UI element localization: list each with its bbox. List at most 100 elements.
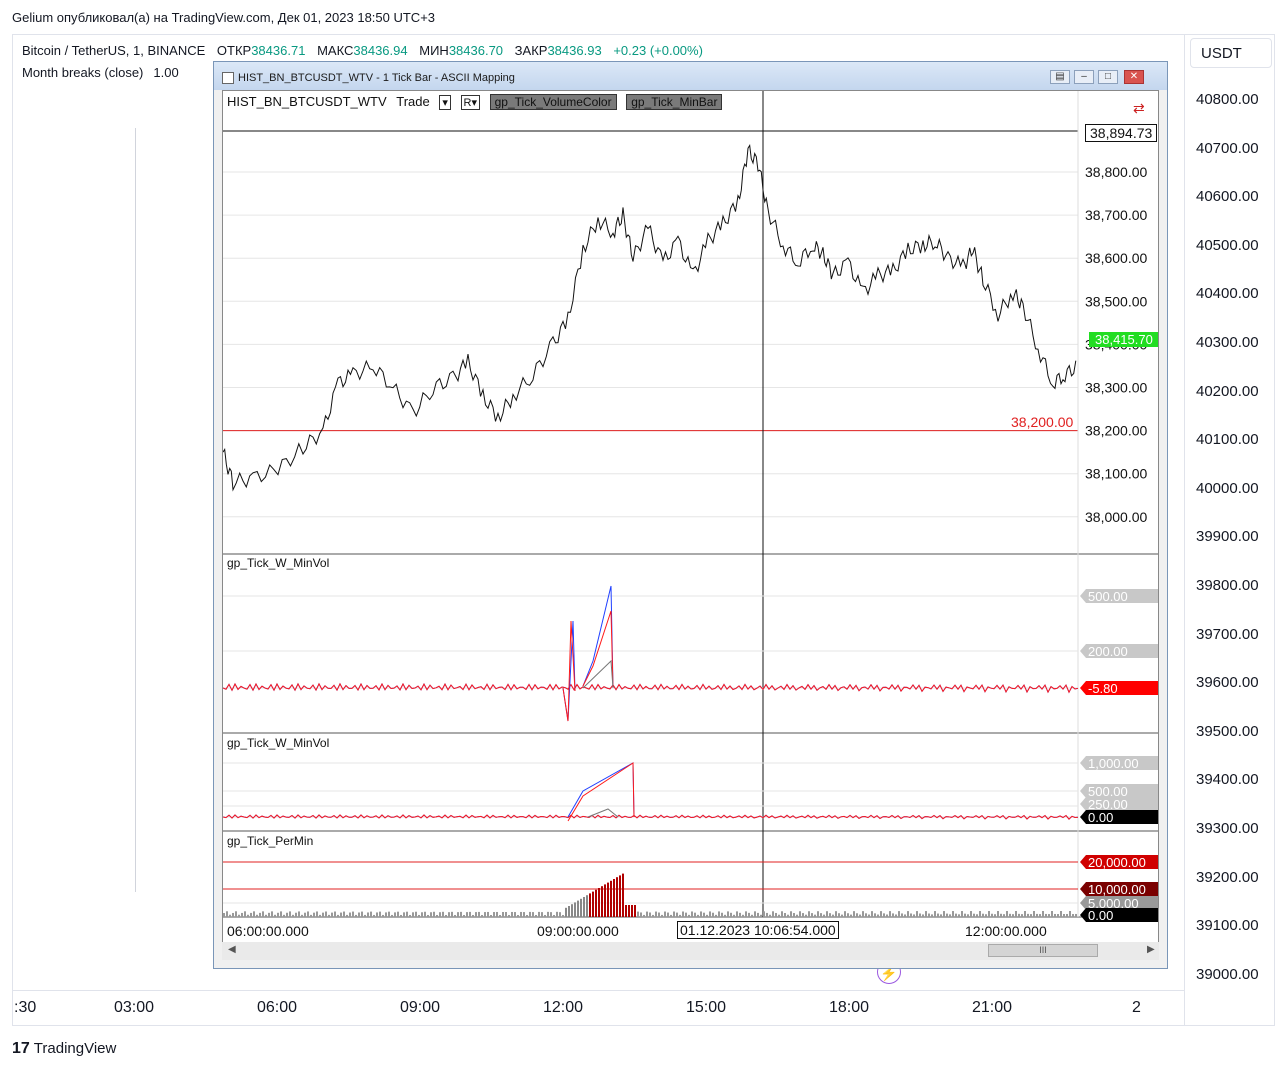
tick-rate-bar bbox=[520, 911, 522, 917]
indicator-legend[interactable]: Month breaks (close) 1.00 bbox=[22, 65, 179, 80]
tick-rate-bar bbox=[589, 893, 591, 917]
tick-rate-bar bbox=[286, 912, 288, 917]
pane3-badge-0-bg bbox=[1080, 908, 1158, 922]
tick-rate-bar bbox=[457, 912, 459, 917]
tick-rate-bar bbox=[934, 911, 936, 917]
tick-rate-bar bbox=[661, 914, 663, 917]
tick-rate-bar bbox=[514, 912, 516, 917]
tick-rate-bar bbox=[352, 911, 354, 917]
scroll-left-icon[interactable]: ◀ bbox=[228, 944, 236, 955]
tick-rate-bar bbox=[787, 914, 789, 917]
tick-rate-bar bbox=[1072, 914, 1074, 917]
time-axis-tick: 2 bbox=[1132, 999, 1141, 1016]
window-pin-button[interactable]: ▤ bbox=[1050, 70, 1070, 84]
tick-rate-bar bbox=[625, 905, 627, 917]
current-price-badge: 38,415.70 bbox=[1089, 332, 1158, 347]
tick-rate-bar bbox=[745, 911, 747, 917]
tick-rate-bar bbox=[697, 914, 699, 917]
volume-color-tag[interactable]: gp_Tick_VolumeColor bbox=[489, 94, 617, 110]
tick-rate-bar bbox=[1003, 914, 1005, 917]
tick-rate-bar bbox=[727, 911, 729, 917]
tick-rate-bar bbox=[685, 912, 687, 917]
trade-arrows-icon[interactable]: ⇄ bbox=[1133, 100, 1145, 116]
horizontal-scrollbar[interactable]: ◀ III ▶ bbox=[222, 942, 1159, 960]
window-minimize-button[interactable]: – bbox=[1074, 70, 1094, 84]
tick-rate-bar bbox=[406, 911, 408, 917]
tick-rate-bar bbox=[544, 914, 546, 917]
indicator-name[interactable]: Month breaks (close) bbox=[22, 65, 144, 80]
tick-rate-bar bbox=[643, 914, 645, 917]
tradingview-logo[interactable]: 17 TradingView bbox=[12, 1040, 116, 1058]
tick-rate-bar bbox=[709, 911, 711, 917]
tick-rate-bar bbox=[1066, 913, 1068, 917]
tick-rate-bar bbox=[778, 914, 780, 917]
pane2-badge-1000: 1,000.00 bbox=[1088, 756, 1139, 771]
scroll-thumb[interactable]: III bbox=[988, 944, 1098, 957]
symbol-name[interactable]: Bitcoin / TetherUS, 1, BINANCE bbox=[22, 43, 206, 58]
tick-rate-bar bbox=[706, 914, 708, 917]
tick-rate-bar bbox=[772, 911, 774, 917]
price-axis-tick: 40200.00 bbox=[1196, 382, 1259, 400]
price-scale-tick: 38,000.00 bbox=[1085, 509, 1147, 525]
high-value: 38436.94 bbox=[353, 43, 408, 58]
tick-rate-bar bbox=[667, 912, 669, 917]
price-axis-tick: 39500.00 bbox=[1196, 722, 1259, 740]
open-label: ОТКР bbox=[216, 43, 252, 58]
tick-rate-bar bbox=[553, 914, 555, 917]
price-axis-tick: 39300.00 bbox=[1196, 820, 1259, 837]
tick-rate-bar bbox=[619, 875, 621, 917]
tick-rate-bar bbox=[466, 912, 468, 917]
tick-rate-bar bbox=[442, 911, 444, 917]
symbol-legend[interactable]: Bitcoin / TetherUS, 1, BINANCE ОТКР 38436… bbox=[22, 43, 703, 58]
tick-rate-bar bbox=[736, 911, 738, 917]
tick-rate-bar bbox=[268, 912, 270, 917]
price-scale-tick: 38,700.00 bbox=[1085, 207, 1147, 223]
scroll-right-icon[interactable]: ▶ bbox=[1147, 944, 1155, 955]
tick-rate-bar bbox=[691, 911, 693, 917]
tick-rate-bar bbox=[346, 914, 348, 917]
pane2-badge-250-bg bbox=[1080, 797, 1158, 811]
pane2-sell-ramp bbox=[567, 762, 635, 822]
window-close-button[interactable]: ✕ bbox=[1124, 70, 1144, 84]
mode-dropdown[interactable]: ▾ bbox=[439, 95, 451, 110]
tick-rate-bar bbox=[952, 911, 954, 917]
tick-rate-bar bbox=[700, 911, 702, 917]
tick-rate-bar bbox=[712, 912, 714, 917]
pane1-badge-200-bg bbox=[1080, 644, 1158, 658]
tick-rate-bar bbox=[295, 912, 297, 917]
tick-rate-bar bbox=[775, 912, 777, 917]
price-axis-tick: 39200.00 bbox=[1196, 868, 1259, 886]
embedded-chart-window[interactable]: HIST_BN_BTCUSDT_WTV - 1 Tick Bar - ASCII… bbox=[213, 61, 1168, 969]
tick-rate-bar bbox=[769, 914, 771, 917]
tick-rate-bar bbox=[1027, 913, 1029, 917]
tick-rate-bar bbox=[805, 914, 807, 917]
price-axis-tick: 39100.00 bbox=[1196, 917, 1259, 935]
tick-rate-bar bbox=[721, 912, 723, 917]
tick-rate-bar bbox=[1000, 913, 1002, 917]
tick-rate-bar bbox=[1045, 913, 1047, 917]
window-maximize-button[interactable]: □ bbox=[1098, 70, 1118, 84]
tick-rate-bar bbox=[421, 912, 423, 917]
min-bar-tag[interactable]: gp_Tick_MinBar bbox=[626, 94, 723, 110]
tick-rate-bar bbox=[1036, 913, 1038, 917]
window-titlebar[interactable]: HIST_BN_BTCUSDT_WTV - 1 Tick Bar - ASCII… bbox=[214, 62, 1167, 90]
tick-rate-bar bbox=[829, 913, 831, 917]
tick-rate-bar bbox=[391, 914, 393, 917]
tick-rate-bar bbox=[802, 913, 804, 917]
tick-rate-bar bbox=[817, 911, 819, 917]
tick-rate-bar bbox=[1033, 911, 1035, 917]
chart-title-bar: HIST_BN_BTCUSDT_WTV Trade ▾ R▾ gp_Tick_V… bbox=[227, 94, 723, 110]
tick-rate-bar bbox=[238, 914, 240, 917]
currency-selector[interactable]: USDT bbox=[1190, 38, 1272, 68]
tick-rate-bar bbox=[379, 911, 381, 917]
range-dropdown[interactable]: R▾ bbox=[460, 95, 480, 110]
tick-rate-bar bbox=[622, 873, 624, 917]
tick-rate-bar bbox=[886, 914, 888, 917]
tick-rate-bar bbox=[529, 911, 531, 917]
tick-rate-bar bbox=[541, 912, 543, 917]
tick-rate-bar bbox=[742, 914, 744, 917]
tick-rate-bar bbox=[328, 914, 330, 917]
tick-rate-bar bbox=[454, 914, 456, 917]
tick-chart-area[interactable]: 38,800.00 38,700.00 38,600.00 38,500.00 38,4… bbox=[222, 90, 1159, 944]
tick-rate-bar bbox=[673, 911, 675, 917]
